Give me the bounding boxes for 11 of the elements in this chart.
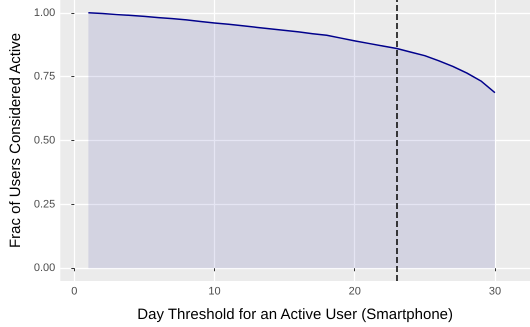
x-tick-label: 20 xyxy=(348,286,361,298)
y-tick-label: 0.25 xyxy=(34,198,56,210)
y-tick-label: 0.75 xyxy=(34,70,56,83)
y-axis-title: Frac of Users Considered Active xyxy=(7,32,24,248)
x-tick-label: 30 xyxy=(488,286,502,298)
y-tick-label: 1.00 xyxy=(34,6,56,19)
y-tick-label: 0.00 xyxy=(34,262,56,274)
x-axis-title: Day Threshold for an Active User (Smartphone) xyxy=(137,306,454,323)
x-tick-label: 0 xyxy=(71,286,78,298)
y-tick-label: 0.50 xyxy=(34,134,56,146)
x-tick-label: 10 xyxy=(208,286,221,298)
